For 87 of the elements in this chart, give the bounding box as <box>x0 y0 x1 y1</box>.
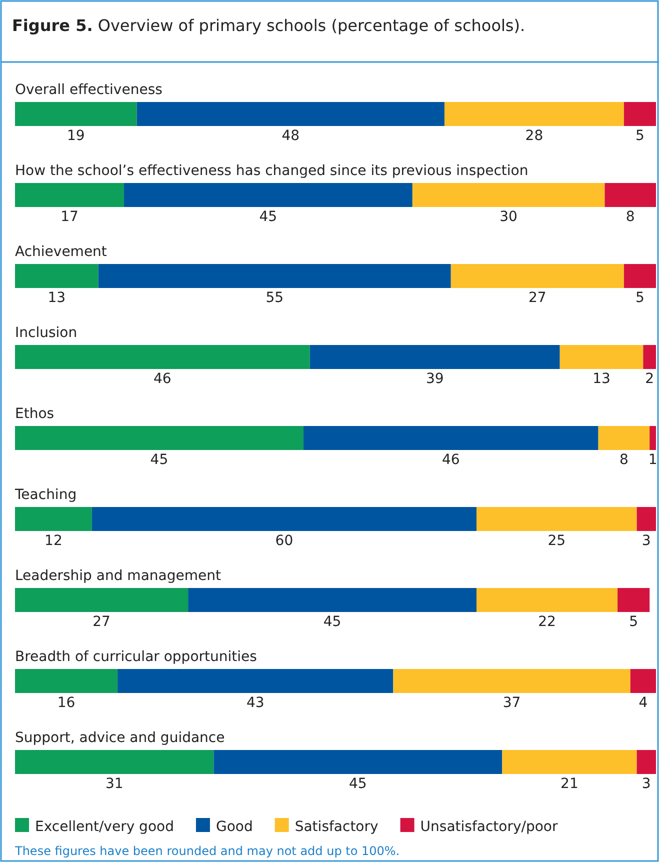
y-tick-label: Teaching <box>14 487 77 503</box>
text: These figures have been rounded and may not add up to 100%. <box>14 844 400 858</box>
data-label: 5 <box>636 128 644 144</box>
data-label: 13 <box>592 371 610 387</box>
data-label: 27 <box>528 290 546 306</box>
bar <box>15 345 310 369</box>
bar <box>444 102 624 126</box>
bar <box>560 345 644 369</box>
data-label: 8 <box>619 452 628 468</box>
bar <box>604 183 656 207</box>
y-tick-label: Support, advice and guidance <box>15 730 225 746</box>
bar <box>636 750 656 774</box>
bar <box>118 669 394 693</box>
data-label: 39 <box>426 371 444 387</box>
data-label: 37 <box>502 695 521 711</box>
data-label: 28 <box>525 128 544 144</box>
y-tick-label: Ethos <box>15 406 54 422</box>
data-label: 12 <box>44 533 62 549</box>
data-label: 45 <box>150 452 168 468</box>
data-label: 46 <box>154 371 172 387</box>
bar <box>502 750 637 774</box>
data-label: 46 <box>442 452 460 468</box>
data-label: 22 <box>538 614 556 630</box>
legend-label: Excellent/very good <box>35 819 174 835</box>
data-label: 21 <box>560 776 578 792</box>
data-label: 31 <box>105 776 124 792</box>
bar <box>643 345 656 369</box>
data-label: 25 <box>548 533 566 549</box>
data-label: 30 <box>500 209 518 225</box>
data-label: 8 <box>626 209 635 225</box>
bar <box>303 426 598 450</box>
legend-label: Good <box>216 819 253 835</box>
data-label: 16 <box>57 695 76 711</box>
bar <box>598 426 650 450</box>
y-tick-label: How the school’s effectiveness has changed since its previous inspection <box>15 163 528 179</box>
bar <box>15 183 124 207</box>
data-label: 13 <box>48 290 66 306</box>
data-label: 43 <box>246 695 264 711</box>
bar <box>214 750 502 774</box>
bar <box>15 426 304 450</box>
data-label: 48 <box>282 128 300 144</box>
bar <box>636 507 656 531</box>
data-label: 60 <box>275 533 294 549</box>
y-tick-label: Achievement <box>15 244 108 260</box>
data-label: 5 <box>629 614 638 630</box>
data-label: 3 <box>642 533 651 549</box>
data-label: 4 <box>638 695 648 711</box>
bar <box>393 669 630 693</box>
y-tick-label: Leadership and management <box>15 568 222 584</box>
data-label: 2 <box>645 371 654 387</box>
bar <box>310 345 560 369</box>
bar <box>650 426 656 450</box>
legend-label: Satisfactory <box>294 819 378 835</box>
bar <box>136 102 444 126</box>
bar <box>630 669 656 693</box>
bar <box>450 264 624 288</box>
data-label: 1 <box>648 452 658 468</box>
bar <box>15 102 137 126</box>
data-label: 45 <box>259 209 278 225</box>
bar <box>624 264 656 288</box>
bar <box>476 507 637 531</box>
bar <box>15 669 118 693</box>
bar <box>15 264 98 288</box>
data-label: 45 <box>349 776 367 792</box>
bar <box>15 588 188 612</box>
bar <box>476 588 618 612</box>
data-label: 5 <box>636 290 644 306</box>
data-label: 19 <box>66 128 85 144</box>
bar <box>188 588 477 612</box>
data-label: 27 <box>92 614 110 630</box>
y-tick-label: Inclusion <box>15 325 78 341</box>
bar <box>618 588 650 612</box>
bar <box>15 750 214 774</box>
y-tick-label: Breadth of curricular opportunities <box>15 649 257 665</box>
bar <box>15 507 92 531</box>
chart-title: Figure 5. Overview of primary schools (percentage of schools). <box>12 16 526 35</box>
bar <box>624 102 656 126</box>
bar <box>412 183 605 207</box>
legend-label: Unsatisfactory/poor <box>420 819 558 835</box>
y-tick-label: Overall effectiveness <box>15 82 162 98</box>
data-label: 17 <box>60 209 78 225</box>
data-label: 45 <box>323 614 342 630</box>
bar <box>92 507 477 531</box>
data-label: 55 <box>266 290 284 306</box>
bar <box>124 183 412 207</box>
data-label: 3 <box>642 776 651 792</box>
bar <box>98 264 451 288</box>
